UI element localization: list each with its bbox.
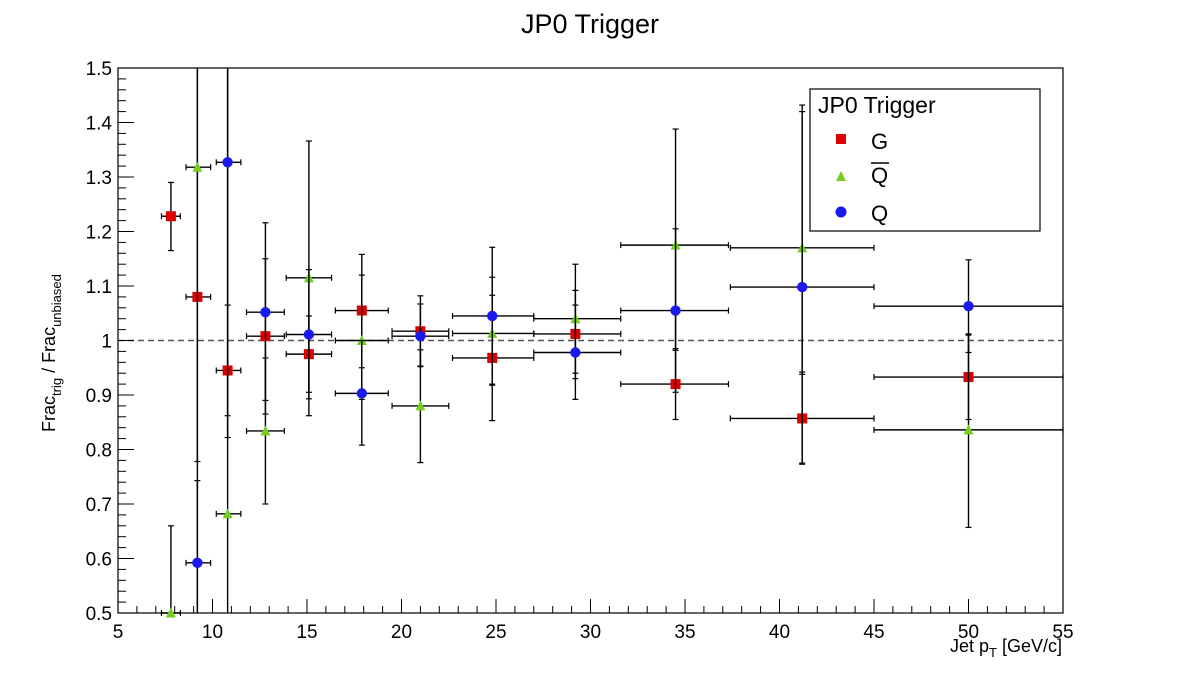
error-bar [620,128,730,351]
y-tick-label: 0.6 [86,550,112,571]
x-axis-label: Jet pT [GeV/c] [950,636,1062,660]
series-layer [160,68,1064,618]
y-tick-label: 0.9 [86,386,112,407]
legend-box [809,88,1041,232]
x-tick-label: 5 [113,622,124,643]
legend-marker-qbar [836,171,846,181]
chart-title: JP0 Trigger [521,9,659,39]
legend: JP0 Trigger G Q Q [809,88,1041,232]
y-axis: 0.5 0.6 0.7 0.8 0.9 1 1.1 1.2 1.3 1.4 1.5 [86,59,134,625]
data-point-triangle [192,161,203,172]
data-point-circle [192,557,203,569]
y-tick-label: 1.4 [86,114,113,135]
data-point-triangle [222,508,233,519]
data-point-circle [222,157,233,168]
legend-label-qbar: Q [871,163,888,188]
legend-label-g: G [871,129,888,154]
y-tick-label: 0.8 [86,441,112,462]
error-bar [160,525,181,616]
data-point-circle [796,281,808,293]
y-tick-label: 1.1 [86,277,112,298]
x-tick-label: 55 [1052,622,1073,643]
x-tick-label: 50 [958,622,979,643]
x-tick-label: 10 [202,622,223,643]
x-tick-label: 40 [769,622,790,643]
data-point-triangle [260,425,271,436]
data-point-circle [963,300,974,312]
data-point-circle [415,330,426,342]
x-tick-label: 25 [485,622,506,643]
y-axis-label: Fractrig / Fracunbiased [39,274,64,432]
series-q [185,68,1064,613]
y-tick-label: 0.7 [86,495,112,516]
x-tick-label: 45 [863,622,884,643]
legend-marker-g [836,134,846,144]
y-tick-label: 1.5 [86,59,112,80]
error-bar [185,479,212,613]
data-point-circle [260,306,271,318]
data-point-circle [487,310,498,322]
data-point-circle [670,305,681,316]
y-tick-label: 1.3 [86,168,112,189]
y-tick-label: 0.5 [86,604,112,625]
x-tick-label: 15 [296,622,317,643]
data-point-triangle [415,400,426,411]
legend-label-q: Q [871,201,888,226]
y-tick-label: 1 [101,332,112,353]
x-axis: 5 10 15 20 25 30 35 40 45 50 55 [113,599,1074,643]
x-tick-label: 20 [391,622,412,643]
error-bar [215,68,242,417]
plot-area: 5 10 15 20 25 30 35 40 45 50 55 0.5 0.6 0.7 0.8 0.9 1 1.… [86,59,1074,643]
data-point-square [165,211,176,222]
data-point-triangle [963,424,974,435]
data-point-circle [570,347,581,358]
x-tick-label: 30 [580,622,601,643]
y-tick-label: 1.2 [86,223,112,244]
data-point-triangle [165,607,176,618]
data-point-circle [356,388,368,399]
x-tick-label: 35 [674,622,695,643]
error-bar [185,68,212,463]
data-point-circle [303,329,315,340]
legend-title: JP0 Trigger [818,92,936,118]
legend-marker-q [835,206,847,218]
